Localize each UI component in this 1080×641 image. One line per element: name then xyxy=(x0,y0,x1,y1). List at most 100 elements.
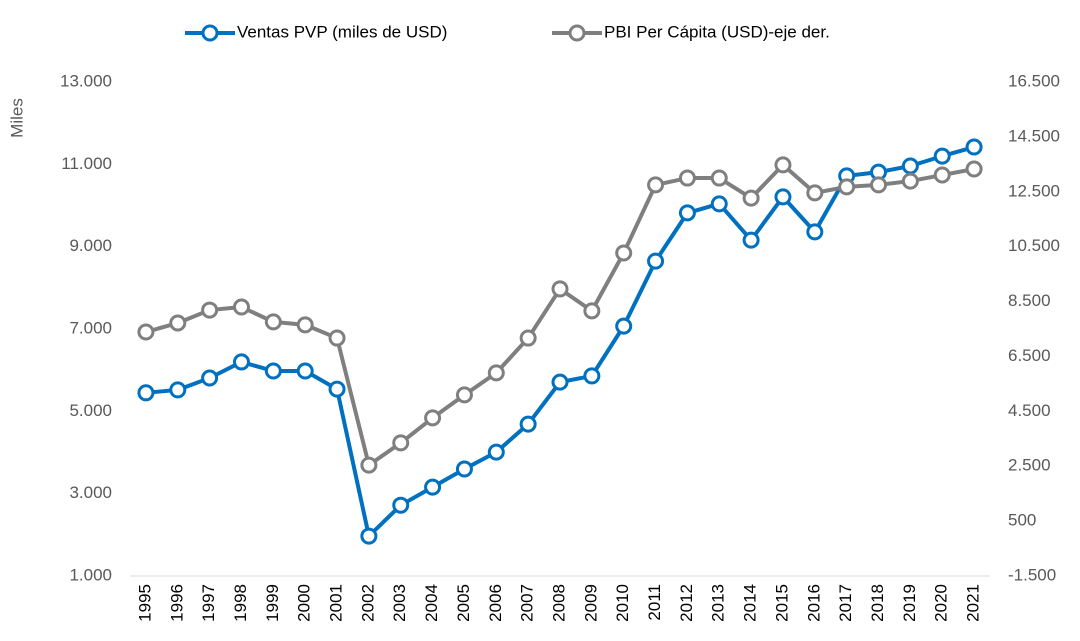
x-tick-label: 2009 xyxy=(581,584,600,622)
x-tick-label: 1997 xyxy=(199,584,218,622)
point-marker xyxy=(169,314,187,332)
point-marker xyxy=(201,369,219,387)
x-tick-label: 2016 xyxy=(804,584,823,622)
point-marker xyxy=(710,169,728,187)
legend-label: Ventas PVP (miles de USD) xyxy=(237,22,447,41)
y-tick-label: 13.000 xyxy=(60,71,112,90)
point-marker xyxy=(137,323,155,341)
y2-tick-label: 6.500 xyxy=(1008,346,1051,365)
point-marker xyxy=(264,313,282,331)
point-marker xyxy=(901,172,919,190)
y-axis-label: Miles xyxy=(7,98,26,138)
x-tick-label: 2006 xyxy=(486,584,505,622)
y2-tick-label: 16.500 xyxy=(1008,71,1060,90)
point-marker xyxy=(870,176,888,194)
x-tick-label: 2002 xyxy=(358,584,377,622)
point-marker xyxy=(360,456,378,474)
x-tick-label: 2005 xyxy=(454,584,473,622)
legend-marker xyxy=(568,24,586,42)
y2-tick-label: 2.500 xyxy=(1008,456,1051,475)
point-marker xyxy=(965,138,983,156)
x-tick-label: 2003 xyxy=(390,584,409,622)
y2-tick-label: 8.500 xyxy=(1008,291,1051,310)
point-marker xyxy=(455,386,473,404)
point-marker xyxy=(392,496,410,514)
point-marker xyxy=(424,478,442,496)
point-marker xyxy=(519,415,537,433)
x-tick-label: 1995 xyxy=(135,584,154,622)
x-tick-label: 2017 xyxy=(836,584,855,622)
point-marker xyxy=(615,244,633,262)
y-tick-label: 1.000 xyxy=(69,565,112,584)
point-marker xyxy=(806,223,824,241)
x-tick-label: 2011 xyxy=(645,584,664,621)
x-tick-label: 1996 xyxy=(167,584,186,622)
y-tick-label: 9.000 xyxy=(69,236,112,255)
point-marker xyxy=(360,527,378,545)
point-marker xyxy=(583,302,601,320)
legend-label: PBI Per Cápita (USD)-eje der. xyxy=(604,22,830,41)
y-tick-label: 11.000 xyxy=(61,154,112,173)
y-tick-label: 7.000 xyxy=(69,318,112,337)
x-tick-label: 2019 xyxy=(900,584,919,622)
point-marker xyxy=(583,367,601,385)
x-tick-label: 2007 xyxy=(518,584,537,622)
y2-tick-label: 10.500 xyxy=(1008,236,1060,255)
point-marker xyxy=(487,364,505,382)
point-marker xyxy=(774,156,792,174)
point-marker xyxy=(455,460,473,478)
y-tick-label: 3.000 xyxy=(69,483,112,502)
point-marker xyxy=(232,353,250,371)
point-marker xyxy=(774,188,792,206)
point-marker xyxy=(424,409,442,427)
point-marker xyxy=(615,317,633,335)
point-marker xyxy=(965,160,983,178)
legend-marker xyxy=(201,24,219,42)
x-tick-label: 2015 xyxy=(772,584,791,622)
point-marker xyxy=(678,169,696,187)
x-tick-label: 2010 xyxy=(613,584,632,622)
point-marker xyxy=(392,434,410,452)
x-tick-label: 2008 xyxy=(549,584,568,622)
x-tick-label: 2020 xyxy=(932,584,951,622)
x-tick-label: 2021 xyxy=(964,584,983,622)
x-tick-label: 1998 xyxy=(231,584,250,622)
x-tick-label: 2012 xyxy=(677,584,696,622)
point-marker xyxy=(647,252,665,270)
point-marker xyxy=(169,381,187,399)
x-tick-label: 1999 xyxy=(263,584,282,622)
point-marker xyxy=(296,362,314,380)
y-tick-label: 5.000 xyxy=(69,401,112,420)
x-tick-label: 2014 xyxy=(741,584,760,622)
point-marker xyxy=(901,157,919,175)
y2-tick-label: 500 xyxy=(1008,511,1036,530)
point-marker xyxy=(264,362,282,380)
y2-tick-label: 14.500 xyxy=(1008,126,1060,145)
x-tick-label: 2018 xyxy=(868,584,887,622)
series-line xyxy=(145,145,975,539)
x-tick-label: 2004 xyxy=(422,584,441,622)
point-marker xyxy=(678,204,696,222)
point-marker xyxy=(551,280,569,298)
point-marker xyxy=(742,231,760,249)
point-marker xyxy=(232,298,250,316)
point-marker xyxy=(710,195,728,213)
x-tick-label: 2001 xyxy=(327,584,346,622)
point-marker xyxy=(519,329,537,347)
point-marker xyxy=(201,301,219,319)
point-marker xyxy=(806,184,824,202)
y2-tick-label: 12.500 xyxy=(1008,181,1060,200)
point-marker xyxy=(551,373,569,391)
point-marker xyxy=(838,178,856,196)
point-marker xyxy=(742,189,760,207)
point-marker xyxy=(487,443,505,461)
x-tick-label: 2000 xyxy=(295,584,314,622)
point-marker xyxy=(328,380,346,398)
point-marker xyxy=(296,316,314,334)
point-marker xyxy=(328,329,346,347)
point-marker xyxy=(933,166,951,184)
point-marker xyxy=(647,176,665,194)
x-tick-label: 2013 xyxy=(709,584,728,622)
y2-tick-label: 4.500 xyxy=(1008,401,1051,420)
